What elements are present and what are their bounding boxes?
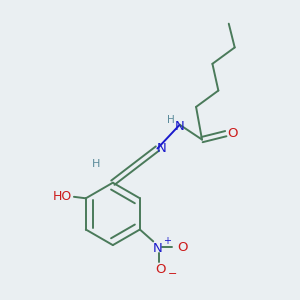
- Text: −: −: [168, 269, 177, 279]
- Text: H: H: [92, 159, 101, 169]
- Text: HO: HO: [52, 190, 72, 203]
- Text: H: H: [167, 115, 175, 125]
- Text: O: O: [178, 241, 188, 254]
- Text: N: N: [153, 242, 163, 255]
- Text: O: O: [155, 263, 166, 276]
- Text: O: O: [227, 127, 238, 140]
- Text: +: +: [163, 236, 171, 246]
- Text: N: N: [157, 142, 167, 155]
- Text: N: N: [175, 120, 184, 133]
